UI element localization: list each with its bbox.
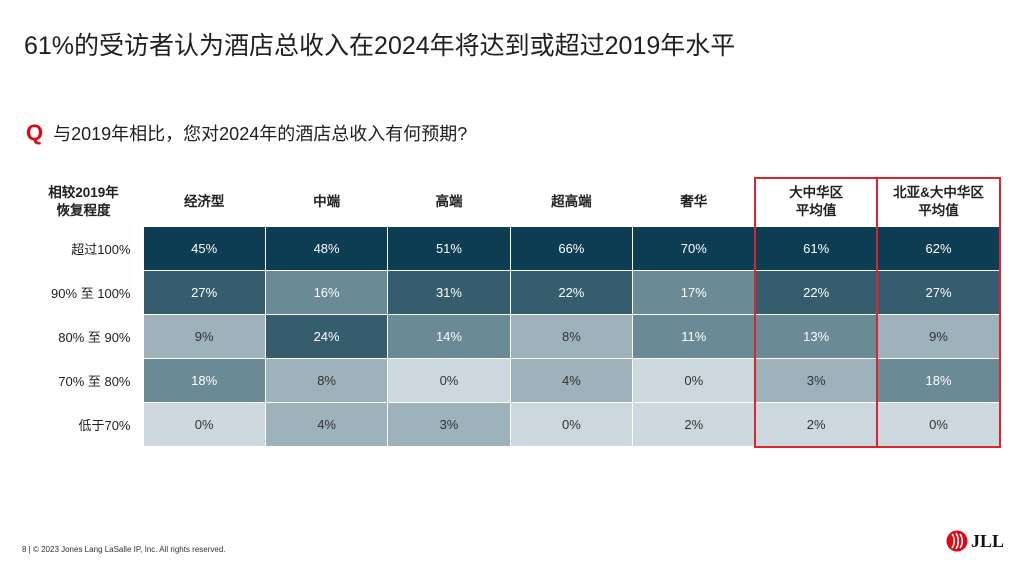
row-label: 超过100% xyxy=(71,242,131,257)
question-line: Q 与2019年相比，您对2024年的酒店总收入有何预期? xyxy=(26,120,467,146)
heatmap-table: 相较2019年 恢复程度 经济型 中端 高端 超高端 奢华 大中华区 平均值 北亚&大中华区 平均值… xyxy=(24,178,1001,447)
heatmap-cell: 24% xyxy=(264,314,389,359)
jll-logo-icon xyxy=(946,530,968,552)
heatmap-cell: 51% xyxy=(387,226,511,271)
page-title: 61%的受访者认为酒店总收入在2024年将达到或超过2019年水平 xyxy=(24,32,736,60)
heatmap-cell: 3% xyxy=(754,358,878,403)
row-label: 低于70% xyxy=(78,418,131,433)
heatmap-cell: 22% xyxy=(754,270,878,315)
corner-header: 相较2019年 恢复程度 xyxy=(24,178,143,227)
heatmap-cell: 31% xyxy=(387,270,511,315)
heatmap-cell: 17% xyxy=(632,270,756,315)
question-marker: Q xyxy=(26,120,44,145)
row-label: 80% 至 90% xyxy=(58,330,131,345)
header-text-line: 超高端 xyxy=(551,194,592,209)
heatmap-cell: 0% xyxy=(387,358,511,403)
heatmap-cell: 27% xyxy=(876,270,1001,315)
row-label: 70% 至 80% xyxy=(58,374,131,389)
column-header: 高端 xyxy=(388,178,510,227)
column-header: 北亚&大中华区 平均值 xyxy=(877,178,999,227)
column-header: 超高端 xyxy=(510,178,632,227)
jll-logo-text: JLL xyxy=(971,530,1005,551)
header-text-line: 大中华区 xyxy=(789,185,844,200)
heatmap-cell: 18% xyxy=(142,358,266,403)
heatmap-cell: 2% xyxy=(632,402,756,447)
heatmap-cell: 0% xyxy=(509,402,634,447)
header-text-line: 中端 xyxy=(313,194,341,209)
header-text-line: 恢复程度 xyxy=(56,203,111,219)
heatmap-cell: 0% xyxy=(142,402,266,447)
heatmap-cell: 61% xyxy=(754,226,878,271)
heatmap-cell: 45% xyxy=(142,226,266,271)
heatmap-cell: 3% xyxy=(387,402,511,447)
heatmap-cell: 48% xyxy=(264,226,389,271)
header-text-line: 经济型 xyxy=(183,194,225,209)
heatmap-cell: 22% xyxy=(509,270,634,315)
header-text-line: 奢华 xyxy=(680,194,708,209)
heatmap-cell: 62% xyxy=(876,226,1001,271)
table-row: 超过100% 45% 48% 51% 66% 70% 61% 62% xyxy=(24,226,1001,271)
table-row: 低于70% 0% 4% 3% 0% 2% 2% 0% xyxy=(24,402,1001,447)
heatmap-cell: 8% xyxy=(264,358,389,403)
header-row: 相较2019年 恢复程度 经济型 中端 高端 超高端 奢华 大中华区 平均值 北亚&大中华区 平均值 xyxy=(24,178,1000,227)
question-text: 与2019年相比，您对2024年的酒店总收入有何预期? xyxy=(53,124,468,144)
column-header: 经济型 xyxy=(143,178,265,227)
heatmap-cell: 9% xyxy=(142,314,266,359)
heatmap-cell: 0% xyxy=(876,402,1001,447)
table-row: 70% 至 80% 18% 8% 0% 4% 0% 3% 18% xyxy=(24,358,1001,403)
column-header: 中端 xyxy=(265,178,387,227)
heatmap-cell: 66% xyxy=(509,226,634,271)
row-label: 90% 至 100% xyxy=(51,286,131,301)
column-header: 大中华区 平均值 xyxy=(755,178,877,227)
header-text-line: 高端 xyxy=(435,194,463,209)
heatmap-cell: 16% xyxy=(264,270,389,315)
table-row: 90% 至 100% 27% 16% 31% 22% 17% 22% 27% xyxy=(24,270,1001,315)
heatmap-cell: 0% xyxy=(632,358,756,403)
heatmap-cell: 13% xyxy=(754,314,878,359)
heatmap-cell: 4% xyxy=(509,358,634,403)
table-body: 超过100% 45% 48% 51% 66% 70% 61% 62% 90% 至 100% 27%… xyxy=(24,226,1001,447)
heatmap-cell: 9% xyxy=(876,314,1001,359)
heatmap-cell: 4% xyxy=(264,402,389,447)
header-text-line: 平均值 xyxy=(795,203,837,218)
heatmap-cell: 14% xyxy=(387,314,511,359)
column-header: 奢华 xyxy=(633,178,755,227)
heatmap-cell: 70% xyxy=(632,226,756,271)
table-row: 80% 至 90% 9% 24% 14% 8% 11% 13% 9% xyxy=(24,314,1001,359)
heatmap-cell: 2% xyxy=(754,402,878,447)
heatmap-cell: 27% xyxy=(142,270,266,315)
header-text-line: 相较2019年 xyxy=(48,185,119,201)
jll-logo: JLL xyxy=(946,530,1004,552)
header-text-line: 平均值 xyxy=(918,203,959,218)
heatmap-cell: 11% xyxy=(632,314,756,359)
footer-copyright: 8 | © 2023 Jones Lang LaSalle IP, Inc. A… xyxy=(22,545,226,554)
heatmap-cell: 18% xyxy=(876,358,1001,403)
heatmap-cell: 8% xyxy=(509,314,634,359)
header-text-line: 北亚&大中华区 xyxy=(893,185,984,200)
